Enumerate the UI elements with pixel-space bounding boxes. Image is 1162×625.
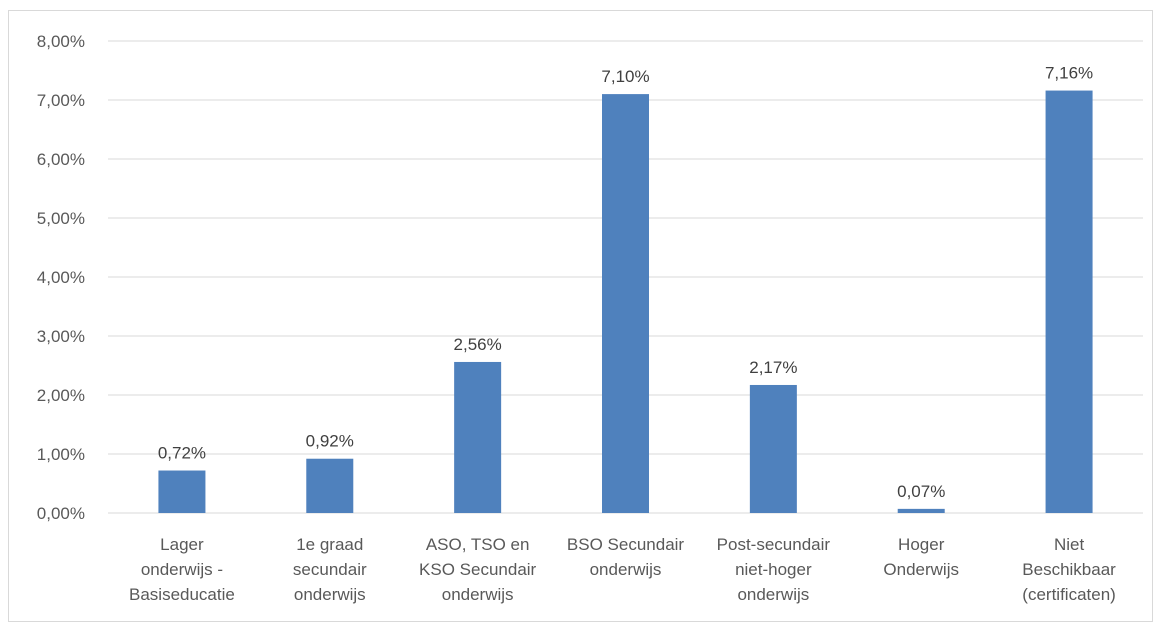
x-tick-label: onderwijs bbox=[442, 585, 514, 604]
y-tick-label: 6,00% bbox=[37, 150, 85, 169]
chart-frame bbox=[8, 10, 1153, 622]
x-tick-label: 1e graad bbox=[296, 535, 363, 554]
y-tick-label: 7,00% bbox=[37, 91, 85, 110]
y-tick-label: 0,00% bbox=[37, 504, 85, 523]
x-tick-label: KSO Secundair bbox=[419, 560, 537, 579]
bar bbox=[158, 470, 206, 513]
bar bbox=[749, 384, 797, 513]
x-tick-label: Beschikbaar bbox=[1022, 560, 1116, 579]
x-tick-label: onderwijs bbox=[294, 585, 366, 604]
x-tick-label: Post-secundair bbox=[717, 535, 831, 554]
x-tick-label: Lager bbox=[160, 535, 204, 554]
y-tick-label: 8,00% bbox=[37, 32, 85, 51]
y-tick-label: 4,00% bbox=[37, 268, 85, 287]
data-label: 2,17% bbox=[749, 358, 797, 377]
data-label: 0,92% bbox=[306, 432, 354, 451]
y-tick-label: 3,00% bbox=[37, 327, 85, 346]
x-tick-label: onderwijs bbox=[590, 560, 662, 579]
y-tick-label: 5,00% bbox=[37, 209, 85, 228]
x-tick-label: secundair bbox=[293, 560, 367, 579]
data-label: 0,72% bbox=[158, 444, 206, 463]
x-tick-label: onderwijs bbox=[737, 585, 809, 604]
y-tick-label: 1,00% bbox=[37, 445, 85, 464]
bar bbox=[897, 508, 945, 513]
x-tick-label: Onderwijs bbox=[883, 560, 959, 579]
x-tick-label: Hoger bbox=[898, 535, 945, 554]
x-tick-label: onderwijs - bbox=[141, 560, 223, 579]
x-tick-label: Basiseducatie bbox=[129, 585, 235, 604]
bar bbox=[1045, 90, 1093, 513]
x-tick-label: Niet bbox=[1054, 535, 1085, 554]
bar bbox=[602, 94, 649, 513]
data-label: 7,16% bbox=[1045, 64, 1093, 83]
data-label: 7,10% bbox=[601, 67, 649, 86]
y-tick-label: 2,00% bbox=[37, 386, 85, 405]
x-tick-label: niet-hoger bbox=[735, 560, 812, 579]
x-tick-label: (certificaten) bbox=[1022, 585, 1116, 604]
bar bbox=[306, 458, 354, 513]
data-label: 2,56% bbox=[454, 335, 502, 354]
x-tick-label: ASO, TSO en bbox=[426, 535, 530, 554]
bar bbox=[454, 361, 502, 513]
x-tick-label: BSO Secundair bbox=[567, 535, 685, 554]
data-label: 0,07% bbox=[897, 482, 945, 501]
